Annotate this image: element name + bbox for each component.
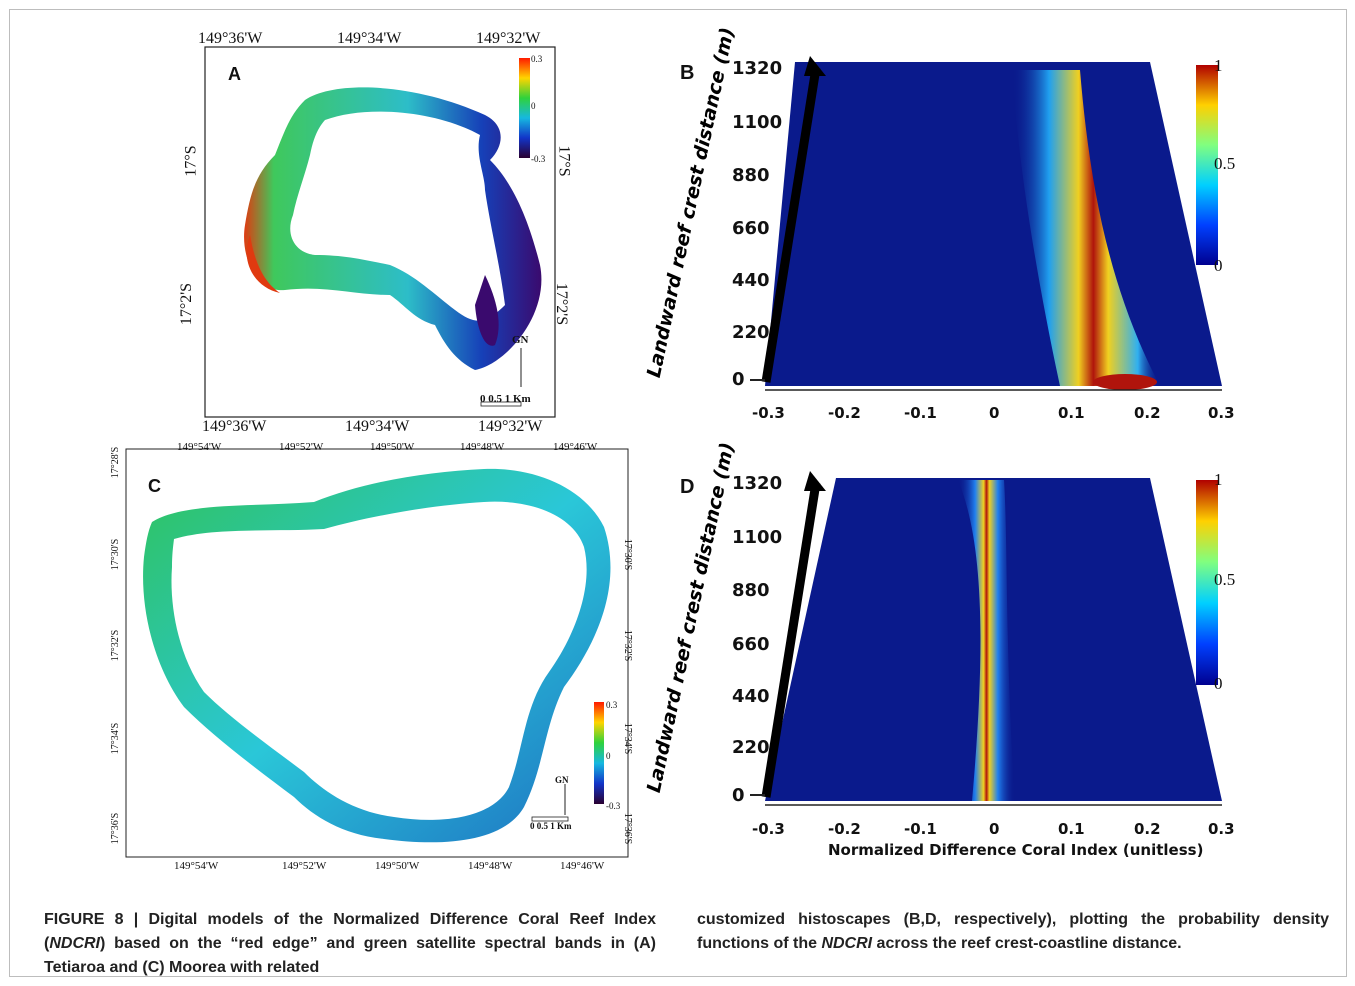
c-north-label: GN	[555, 775, 569, 785]
a-scale-label: 0	[531, 101, 536, 111]
c-right-tick: 17°34'S	[622, 722, 634, 755]
panel-label-c: C	[148, 476, 161, 496]
figure-caption-right: customized histoscapes (B,D, respectivel…	[697, 908, 1329, 956]
a-bottom-tick: 149°34'W	[345, 418, 410, 435]
c-right-tick: 17°36'S	[622, 812, 634, 845]
b-colorbar-tick: 0.5	[1214, 154, 1236, 173]
panel-label-a: A	[228, 64, 241, 84]
a-north-label: GN	[512, 334, 529, 346]
b-x-tick: -0.1	[904, 404, 937, 422]
b-x-tick: 0.3	[1208, 404, 1235, 422]
caption-abbr: NDCRI	[49, 935, 100, 952]
d-y-tick: 220	[732, 737, 770, 758]
b-x-tick: -0.2	[828, 404, 861, 422]
b-y-tick: 660	[732, 218, 770, 239]
c-left-tick: 17°36'S	[110, 812, 122, 845]
d-x-tick: 0.2	[1134, 820, 1161, 838]
c-top-tick: 149°54'W	[177, 441, 222, 453]
d-x-tick: 0.3	[1208, 820, 1235, 838]
c-left-tick: 17°34'S	[110, 722, 122, 755]
d-x-tick: -0.3	[752, 820, 785, 838]
a-bottom-tick: 149°32'W	[478, 418, 543, 435]
c-colorbar	[594, 702, 604, 804]
b-colorbar	[1196, 65, 1218, 265]
caption-right-a: customized histoscapes (B,D, respectivel…	[697, 911, 1329, 952]
c-scale-label: 0.3	[606, 700, 618, 710]
b-y-tick: 880	[732, 165, 770, 186]
c-right-tick: 17°32'S	[622, 629, 634, 662]
caption-right-b: across the reef crest-coastline distance…	[872, 935, 1182, 952]
a-top-tick: 149°36'W	[198, 30, 263, 47]
d-y-tick: 660	[732, 634, 770, 655]
c-top-tick: 149°52'W	[279, 441, 324, 453]
c-scale-label: -0.3	[606, 801, 621, 811]
a-top-tick: 149°32'W	[476, 30, 541, 47]
a-scale-label: -0.3	[531, 154, 546, 164]
d-colorbar-tick: 0.5	[1214, 570, 1236, 589]
c-top-tick: 149°50'W	[370, 441, 415, 453]
d-x-tick: 0.1	[1058, 820, 1085, 838]
b-colorbar-tick: 1	[1214, 56, 1223, 75]
d-y-tick: 0	[732, 785, 745, 806]
b-x-tick: 0.2	[1134, 404, 1161, 422]
a-scale-label: 0.3	[531, 54, 543, 64]
a-top-tick: 149°34'W	[337, 30, 402, 47]
b-y-tick: 0	[732, 369, 745, 390]
b-y-tick: 440	[732, 270, 770, 291]
d-x-tick: 0	[989, 820, 1000, 838]
c-bottom-tick: 149°48'W	[468, 860, 513, 872]
c-top-tick: 149°48'W	[460, 441, 505, 453]
a-colorbar	[519, 58, 530, 158]
d-y-tick: 1320	[732, 473, 783, 494]
b-y-tick: 1320	[732, 58, 783, 79]
d-x-tick: -0.2	[828, 820, 861, 838]
c-left-tick: 17°32'S	[110, 629, 122, 662]
d-colorbar-tick: 0	[1214, 674, 1223, 693]
d-y-tick: 440	[732, 686, 770, 707]
c-scale-label: 0	[606, 751, 611, 761]
c-left-tick: 17°30'S	[110, 538, 122, 571]
d-colorbar	[1196, 480, 1218, 685]
moorea-map	[125, 448, 629, 858]
b-x-tick: 0.1	[1058, 404, 1085, 422]
d-colorbar-tick: 1	[1214, 470, 1223, 489]
b-y-tick: 1100	[732, 112, 783, 133]
caption-lead: FIGURE 8 | Digital models of the Normali…	[44, 911, 656, 952]
d-y-tick: 1100	[732, 527, 783, 548]
b-y-tick: 220	[732, 322, 770, 343]
d-x-tick: -0.1	[904, 820, 937, 838]
c-top-tick: 149°46'W	[553, 441, 598, 453]
a-scalebar-label: 0 0.5 1 Km	[480, 393, 531, 405]
c-bottom-tick: 149°46'W	[560, 860, 605, 872]
panel-label-b: B	[680, 62, 695, 84]
d-x-axis-label: Normalized Difference Coral Index (unitl…	[828, 841, 1204, 859]
histoscape-b	[750, 56, 1222, 391]
a-bottom-tick: 149°36'W	[202, 418, 267, 435]
histoscape-d	[750, 471, 1222, 806]
figure-caption-left: FIGURE 8 | Digital models of the Normali…	[44, 908, 656, 980]
caption-right-abbr: NDCRI	[821, 935, 873, 952]
b-x-tick: -0.3	[752, 404, 785, 422]
b-colorbar-tick: 0	[1214, 256, 1223, 275]
c-right-tick: 17°30'S	[622, 538, 634, 571]
d-y-tick: 880	[732, 580, 770, 601]
c-scalebar-label: 0 0.5 1 Km	[530, 821, 572, 831]
b-x-tick: 0	[989, 404, 1000, 422]
c-left-tick: 17°28'S	[110, 446, 122, 479]
c-bottom-tick: 149°50'W	[375, 860, 420, 872]
caption-left-rest: ) based on the “red edge” and green sate…	[44, 935, 656, 976]
panel-label-d: D	[680, 476, 695, 498]
tetiaroa-map	[204, 46, 556, 418]
c-bottom-tick: 149°54'W	[174, 860, 219, 872]
figure-frame	[9, 9, 1347, 977]
c-bottom-tick: 149°52'W	[282, 860, 327, 872]
